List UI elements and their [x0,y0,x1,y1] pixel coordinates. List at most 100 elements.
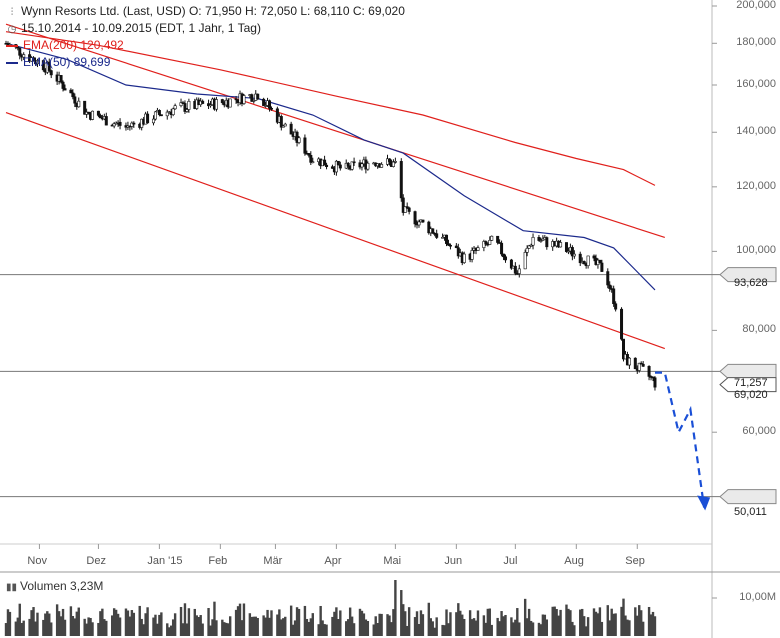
candle-body [264,105,268,107]
candle-body [427,221,431,234]
volume-bar [364,619,368,636]
candle-body [598,259,602,264]
candle-body [352,161,356,164]
candle-body [633,357,637,370]
volume-bar [514,619,517,636]
candle-body [269,107,273,110]
volume-bar [551,606,554,636]
candle-body [338,164,342,169]
legend-ema50[interactable]: EMA(50) 89,699 [6,55,110,69]
volume-bar [394,580,397,636]
candle-body [484,241,488,245]
volume-bar [626,619,629,636]
volume-bar [337,619,340,636]
candle-body [159,114,163,117]
volume-bar [565,604,568,636]
ema200-layer [5,31,656,186]
last-price-tag-box [719,377,777,393]
volume-bar [112,608,116,636]
volume-bar [63,619,67,636]
volume-bar [293,620,297,636]
candle-body [96,110,100,116]
volume-bar [419,610,423,636]
volume-bar [443,625,446,636]
volume-bar [116,613,120,636]
volume-bar [345,621,348,636]
volume-bar [555,609,558,636]
volume-bar [240,620,244,636]
volume-bar [525,618,529,636]
candle-body [529,244,533,247]
candle-body [32,57,36,62]
volume-bar [128,616,132,636]
volume-bar [360,610,364,636]
volume-bar [50,622,53,636]
volume-bar [641,621,645,636]
volume-bar [421,614,425,636]
candle-body [98,115,102,119]
volume-bar [268,617,271,636]
price-tag-box [719,363,777,379]
volume-bar [573,625,576,636]
candle-body [297,137,301,143]
candle-body [307,153,311,156]
clock-icon[interactable]: ◷ [7,24,17,35]
candle-body [87,111,91,114]
volume-bar [352,623,356,636]
volume-bar [228,616,232,636]
volume-bar [531,622,535,636]
volume-bar [482,615,486,636]
channel-line [5,23,665,239]
candle-body [582,261,586,265]
volume-bar [270,610,273,636]
volume-bar [4,623,8,636]
volume-bar [171,619,175,636]
volume-bar [85,623,88,636]
volume-bar [152,617,155,636]
volume-bar [8,611,12,636]
candle-body [69,89,73,94]
volume-bar [215,620,218,636]
volume-bar [457,603,460,636]
y-tick-label: 80,000 [742,323,776,336]
candle-body [488,240,492,245]
legend-ema200[interactable]: EMA(200) 120,492 [6,38,124,52]
volume-bar [284,616,287,636]
x-tick-label: Aug [564,555,584,567]
volume-bar [114,609,118,636]
y-tick-label: 140,000 [736,125,776,138]
volume-bar [187,608,191,636]
volume-bar [584,626,588,636]
volume-bar [606,605,609,636]
volume-bar [596,613,600,636]
chart-type-icon[interactable]: ⫶ [10,7,14,18]
candle-body [330,166,334,169]
candle-body [592,255,596,259]
volume-icon: ▮▮ [6,582,18,593]
trend-channel [5,23,666,350]
candle-body [181,102,185,104]
candle-body [653,377,657,388]
volume-bar [138,605,141,636]
volume-bar [156,623,159,636]
candle-body [77,100,81,108]
candle-body [380,164,384,168]
candle-body [393,161,397,163]
candle-body [407,207,411,212]
volume-bar [276,614,279,636]
volume-bar [523,598,527,636]
volume-bar [195,615,198,636]
volume-bar [636,615,639,636]
candle-body [531,237,535,246]
volume-bar [586,617,590,636]
candle-body [578,253,582,264]
volume-bar [415,611,419,636]
candle-body [114,122,118,125]
candle-body [311,161,315,164]
volume-bar [221,619,224,636]
ema50-label: EMA(50) 89,699 [23,55,111,69]
y-tick-label: 160,000 [736,77,776,90]
volume-bar [264,617,267,636]
y-tick-label: 120,000 [736,179,776,192]
volume-bar [541,614,545,636]
